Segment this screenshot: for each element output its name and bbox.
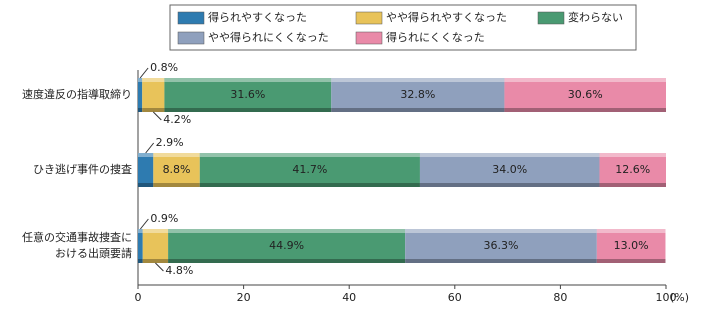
value-label: 0.9% — [150, 212, 178, 225]
x-tick-label: 100 — [656, 291, 677, 304]
value-label: 32.8% — [400, 88, 435, 101]
bar-segment — [142, 78, 165, 112]
bar-top — [419, 153, 600, 157]
leader-line — [152, 111, 162, 121]
leader-line — [155, 262, 164, 272]
category-label: 任意の交通事故捜査に おける出頭要請 — [22, 231, 132, 260]
bar-segment — [596, 229, 666, 263]
legend-label: 変わらない — [568, 10, 623, 24]
bar-top — [199, 153, 420, 157]
legend-label: やや得られやすくなった — [386, 11, 507, 24]
bar-bottom — [405, 259, 597, 263]
value-label: 0.8% — [150, 61, 178, 74]
bar-top — [596, 229, 666, 233]
value-label: 2.9% — [156, 136, 184, 149]
value-label: 8.8% — [163, 163, 191, 176]
value-label: 12.6% — [615, 163, 650, 176]
bar-top — [331, 78, 505, 82]
bar-segment — [168, 229, 406, 263]
legend-swatch — [537, 11, 565, 25]
bar-segment — [138, 229, 143, 263]
value-label: 44.9% — [269, 239, 304, 252]
bar-segment — [405, 229, 597, 263]
bar-bottom — [331, 108, 505, 112]
legend-swatch — [355, 31, 383, 45]
bar-top — [138, 153, 154, 157]
bar-segment — [504, 78, 666, 112]
legend-label: 得られやすくなった — [208, 11, 307, 24]
x-tick-label: 40 — [342, 291, 356, 304]
x-tick-label: 0 — [135, 291, 142, 304]
bar-top — [168, 229, 406, 233]
legend-swatch — [355, 11, 383, 25]
value-label: 34.0% — [492, 163, 527, 176]
bar-bottom — [153, 183, 200, 187]
bar-top — [142, 78, 165, 82]
bar-bottom — [168, 259, 406, 263]
bar-segment — [599, 153, 666, 187]
leader-line — [139, 218, 149, 230]
x-axis-label: (%) — [670, 291, 689, 304]
bar-bottom — [142, 108, 165, 112]
value-label: 41.7% — [292, 163, 327, 176]
legend-label: やや得られにくくなった — [208, 31, 329, 44]
category-label: ひき逃げ事件の捜査 — [33, 163, 132, 176]
x-tick-label: 60 — [448, 291, 462, 304]
value-label: 13.0% — [614, 239, 649, 252]
bar-segment — [199, 153, 420, 187]
bar-top — [138, 78, 143, 82]
x-tick-label: 20 — [237, 291, 251, 304]
leader-line — [139, 67, 149, 79]
bar-bottom — [138, 183, 154, 187]
bar-segment — [142, 229, 169, 263]
bar-top — [405, 229, 597, 233]
bar-top — [142, 229, 169, 233]
bar-bottom — [199, 183, 420, 187]
bar-top — [164, 78, 332, 82]
legend-swatch — [177, 11, 205, 25]
bar-top — [599, 153, 666, 157]
value-label: 30.6% — [568, 88, 603, 101]
bar-bottom — [419, 183, 600, 187]
bar-segment — [331, 78, 505, 112]
bar-top — [153, 153, 200, 157]
bar-bottom — [138, 108, 143, 112]
bar-segment — [138, 153, 154, 187]
bar-segment — [419, 153, 600, 187]
bar-bottom — [504, 108, 666, 112]
bar-segment — [138, 78, 143, 112]
value-label: 31.6% — [230, 88, 265, 101]
bar-bottom — [164, 108, 332, 112]
value-label: 4.8% — [165, 264, 193, 277]
legend-swatch — [177, 31, 205, 45]
legend-box — [169, 4, 637, 51]
category-label: 速度違反の指導取締り — [22, 88, 132, 101]
bar-segment — [153, 153, 200, 187]
bar-bottom — [599, 183, 666, 187]
x-tick-label: 80 — [553, 291, 567, 304]
value-label: 4.2% — [163, 113, 191, 126]
legend-label: 得られにくくなった — [386, 31, 485, 44]
bar-bottom — [138, 259, 143, 263]
leader-line — [145, 142, 155, 154]
bar-top — [138, 229, 143, 233]
bar-bottom — [596, 259, 666, 263]
bar-bottom — [142, 259, 169, 263]
value-label: 36.3% — [484, 239, 519, 252]
bar-segment — [164, 78, 332, 112]
bar-top — [504, 78, 666, 82]
